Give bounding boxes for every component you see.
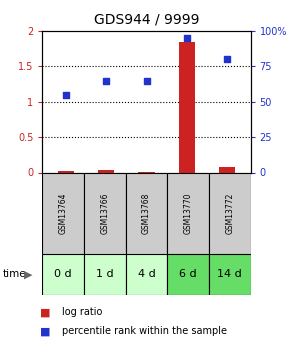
Bar: [126, 172, 167, 254]
Text: ▶: ▶: [23, 269, 32, 279]
Text: 1 d: 1 d: [96, 269, 114, 279]
Text: GSM13766: GSM13766: [100, 192, 109, 234]
Bar: [84, 172, 126, 254]
Text: GSM13772: GSM13772: [225, 193, 234, 234]
Text: 0 d: 0 d: [54, 269, 72, 279]
Bar: [167, 254, 209, 295]
Bar: [126, 254, 167, 295]
Text: GSM13770: GSM13770: [184, 192, 193, 234]
Text: GSM13768: GSM13768: [142, 193, 151, 234]
Text: log ratio: log ratio: [62, 307, 102, 317]
Text: ■: ■: [40, 307, 51, 317]
Bar: [219, 167, 234, 172]
Bar: [167, 172, 209, 254]
Text: 4 d: 4 d: [138, 269, 155, 279]
Text: time: time: [3, 269, 27, 279]
Text: 14 d: 14 d: [217, 269, 242, 279]
Bar: [42, 172, 84, 254]
Bar: [98, 170, 115, 172]
Bar: [209, 172, 251, 254]
Text: 6 d: 6 d: [179, 269, 197, 279]
Bar: [84, 254, 126, 295]
Bar: [59, 171, 74, 172]
Point: [64, 92, 69, 97]
Point: [104, 78, 109, 83]
Point: [184, 36, 189, 41]
Text: GSM13764: GSM13764: [59, 192, 68, 234]
Point: [144, 78, 149, 83]
Bar: [42, 254, 84, 295]
Point: [224, 57, 229, 62]
Text: ■: ■: [40, 326, 51, 336]
Bar: [178, 42, 195, 172]
Bar: [209, 254, 251, 295]
Text: percentile rank within the sample: percentile rank within the sample: [62, 326, 226, 336]
Text: GDS944 / 9999: GDS944 / 9999: [94, 12, 199, 26]
